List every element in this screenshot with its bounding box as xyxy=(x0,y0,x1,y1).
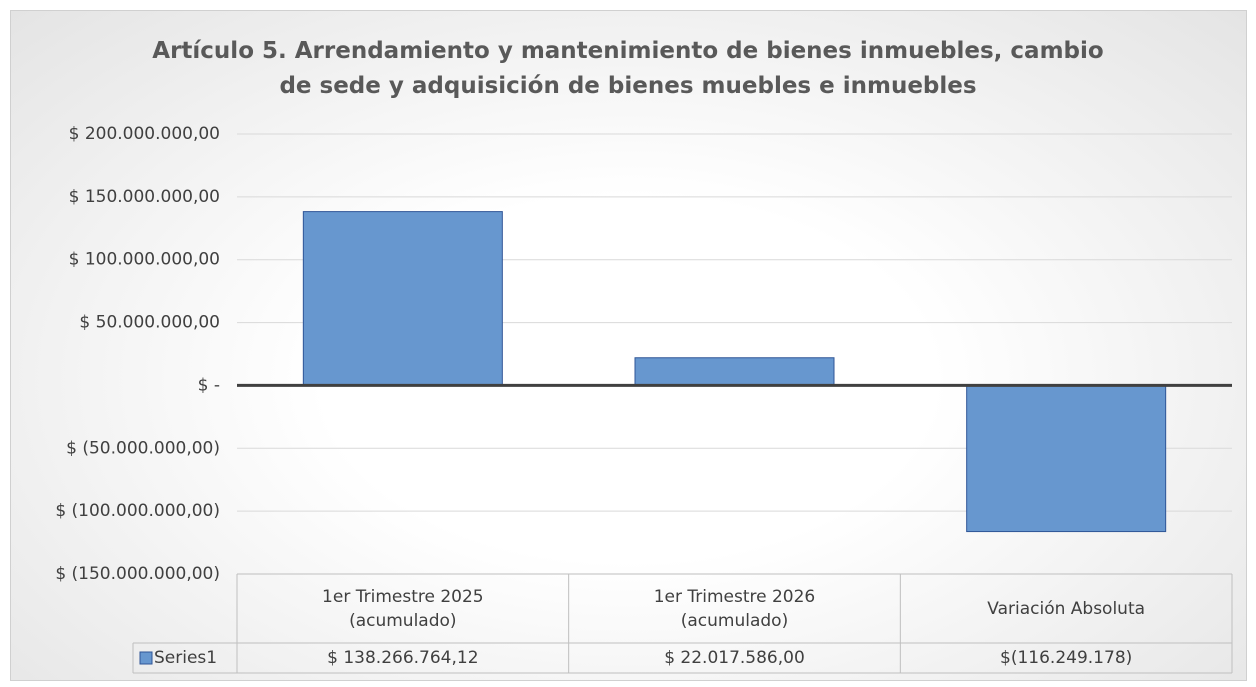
data-table-value: $ 138.266.764,12 xyxy=(327,648,479,668)
bar xyxy=(634,357,835,386)
y-tick-label: $ 50.000.000,00 xyxy=(79,313,220,333)
category-label: 1er Trimestre 2026 (acumulado) xyxy=(653,586,816,631)
y-tick-label: $ (100.000.000,00) xyxy=(55,501,220,521)
data-table-value: $(116.249.178) xyxy=(1000,648,1133,668)
bar xyxy=(966,384,1167,533)
y-tick-label: $ 150.000.000,00 xyxy=(69,187,220,207)
category-label: 1er Trimestre 2025 (acumulado) xyxy=(322,586,484,631)
chart-title: Artículo 5. Arrendamiento y mantenimient… xyxy=(152,38,1104,99)
category-label: Variación Absoluta xyxy=(987,598,1146,619)
chart-frame xyxy=(10,10,1247,681)
legend-key xyxy=(139,651,153,665)
bar xyxy=(302,211,503,386)
y-tick-label: $ 100.000.000,00 xyxy=(69,250,220,270)
y-tick-label: $ (150.000.000,00) xyxy=(55,564,220,584)
y-tick-label: $ (50.000.000,00) xyxy=(66,438,220,458)
y-tick-label: $ 200.000.000,00 xyxy=(69,124,220,144)
legend-label: Series1 xyxy=(154,648,218,668)
y-tick-label: $ - xyxy=(198,375,220,395)
data-table-value: $ 22.017.586,00 xyxy=(664,648,805,668)
